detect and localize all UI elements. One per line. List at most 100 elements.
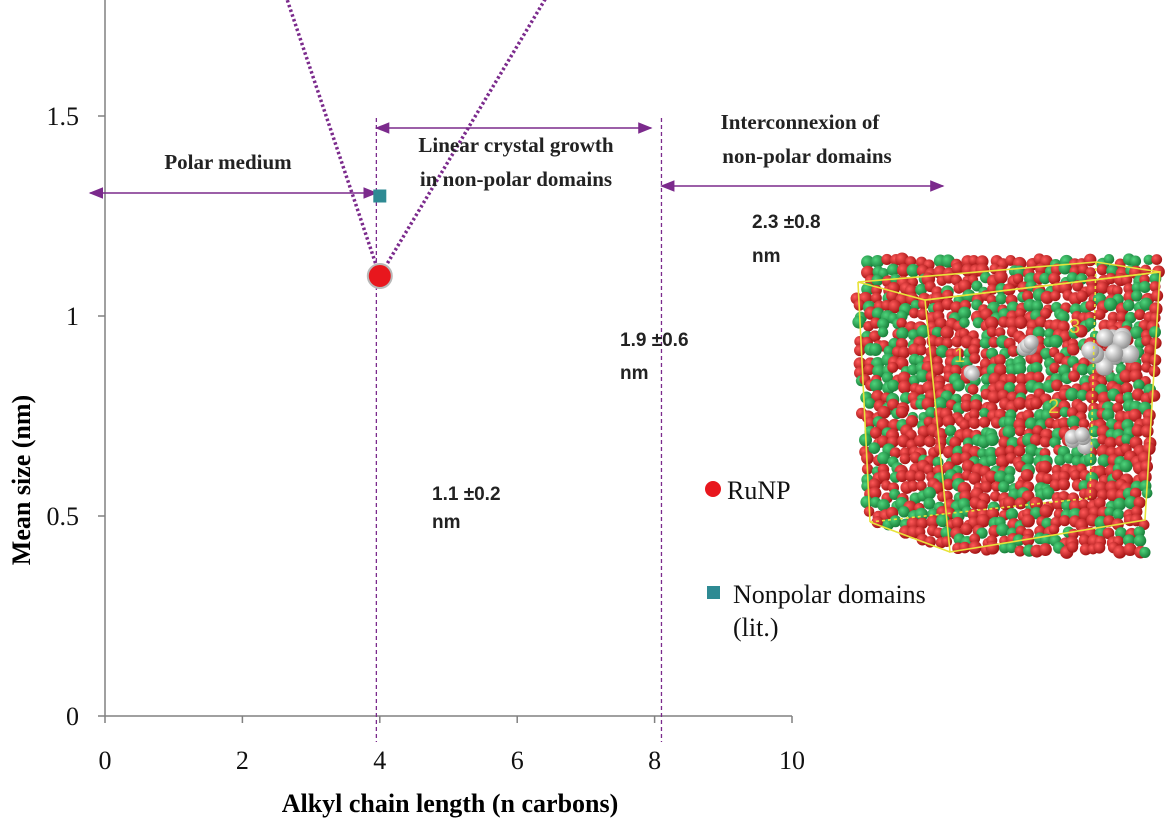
domain-sphere — [1140, 424, 1154, 438]
domain-sphere — [934, 317, 947, 330]
domain-sphere — [1049, 406, 1062, 420]
domain-sphere — [1029, 496, 1043, 511]
axes — [104, 0, 792, 717]
x-tick-label: 4 — [373, 746, 386, 775]
x-tick-label: 8 — [648, 746, 661, 775]
domain-sphere — [1048, 272, 1061, 285]
domain-sphere — [916, 517, 929, 530]
domain-sphere — [1030, 397, 1043, 410]
domain-sphere — [1020, 469, 1034, 482]
domain-sphere — [1067, 343, 1080, 356]
inset-label-3: 3 — [1069, 316, 1080, 338]
inset-bottom-edge — [869, 521, 951, 553]
domain-sphere — [1131, 290, 1143, 302]
domain-sphere — [1101, 408, 1115, 422]
domain-sphere — [1066, 272, 1079, 284]
domain-sphere — [1048, 524, 1060, 535]
x-tick-label: 2 — [236, 746, 249, 775]
annotation-1-1nm: 1.1 ±0.2 — [432, 484, 501, 505]
domain-sphere — [1002, 496, 1016, 510]
domain-sphere — [1049, 290, 1061, 302]
domain-sphere — [889, 515, 902, 528]
domain-sphere — [994, 470, 1008, 484]
domain-sphere — [914, 507, 929, 522]
domain-sphere — [1102, 527, 1115, 540]
domain-sphere — [907, 480, 919, 492]
annotation-1-9nm: 1.9 ±0.6 — [620, 330, 689, 351]
domain-sphere — [1078, 534, 1091, 547]
domain-sphere — [1040, 307, 1052, 319]
domain-sphere — [869, 343, 882, 357]
nonpolar-point — [373, 189, 387, 203]
domain-sphere — [1014, 497, 1027, 510]
region-label-interconnexion-line1: Interconnexion of — [721, 110, 881, 134]
domain-sphere — [1113, 497, 1127, 511]
x-tick-label: 0 — [99, 746, 112, 775]
domain-sphere — [1071, 280, 1084, 292]
legend: RuNP Nonpolar domains (lit.) — [705, 476, 926, 642]
domain-sphere — [941, 536, 953, 548]
domain-sphere — [1104, 506, 1116, 518]
y-ticks: 00.511.522.5 — [47, 102, 105, 731]
domain-sphere — [869, 378, 884, 393]
inset-ru-clusters — [963, 327, 1140, 455]
domain-sphere — [854, 344, 866, 357]
domain-sphere — [951, 262, 964, 275]
domain-sphere — [931, 362, 945, 376]
domain-sphere — [1123, 542, 1137, 557]
domain-sphere — [968, 408, 980, 420]
domain-sphere — [1014, 316, 1028, 330]
domain-sphere — [986, 455, 997, 466]
annotation-1-1nm-unit: nm — [432, 512, 461, 533]
domain-sphere — [933, 397, 948, 411]
domain-sphere — [940, 526, 953, 539]
domain-sphere — [1057, 478, 1071, 491]
domain-sphere — [1111, 285, 1123, 297]
domain-sphere — [914, 434, 927, 447]
domain-sphere — [1116, 311, 1128, 323]
domain-sphere — [1094, 308, 1106, 321]
domain-sphere — [1004, 473, 1015, 485]
domain-sphere — [1076, 363, 1089, 376]
inset-label-1: 1 — [954, 345, 965, 367]
legend-label-runp: RuNP — [727, 476, 791, 505]
domain-sphere — [1119, 459, 1133, 473]
domain-sphere — [1030, 361, 1043, 374]
domain-sphere — [1121, 274, 1133, 286]
domain-sphere — [959, 419, 971, 431]
domain-sphere — [1149, 281, 1161, 293]
domain-sphere — [969, 352, 981, 364]
domain-sphere — [1054, 454, 1066, 466]
domain-sphere — [1134, 309, 1146, 321]
domain-sphere — [895, 405, 909, 419]
domain-sphere — [980, 481, 993, 493]
domain-sphere — [976, 499, 988, 512]
domain-sphere — [916, 344, 927, 356]
region-label-linear-line2: in non-polar domains — [420, 167, 612, 191]
domain-sphere — [916, 369, 930, 383]
domain-sphere — [1149, 272, 1162, 285]
domain-sphere — [886, 263, 900, 276]
domain-sphere — [952, 379, 965, 392]
annotation-1-9nm-unit: nm — [620, 363, 649, 384]
domain-sphere — [1039, 272, 1051, 285]
domain-sphere — [994, 270, 1008, 284]
annotation-2-3nm-unit: nm — [752, 246, 781, 267]
ru-atom-sphere — [1081, 341, 1100, 360]
domain-sphere — [918, 298, 930, 310]
domain-sphere — [860, 495, 874, 509]
domain-sphere — [1039, 504, 1053, 518]
domain-sphere — [1068, 370, 1080, 383]
domain-sphere — [871, 390, 884, 403]
domain-sphere — [1085, 317, 1097, 329]
domain-sphere — [861, 255, 875, 269]
domain-sphere — [877, 451, 891, 465]
region-dividers — [375, 118, 663, 742]
domain-sphere — [1013, 445, 1026, 457]
domain-sphere — [944, 424, 957, 437]
domain-sphere — [940, 325, 954, 340]
domain-sphere — [1078, 418, 1090, 430]
domain-sphere — [1097, 454, 1111, 468]
domain-sphere — [869, 426, 883, 439]
